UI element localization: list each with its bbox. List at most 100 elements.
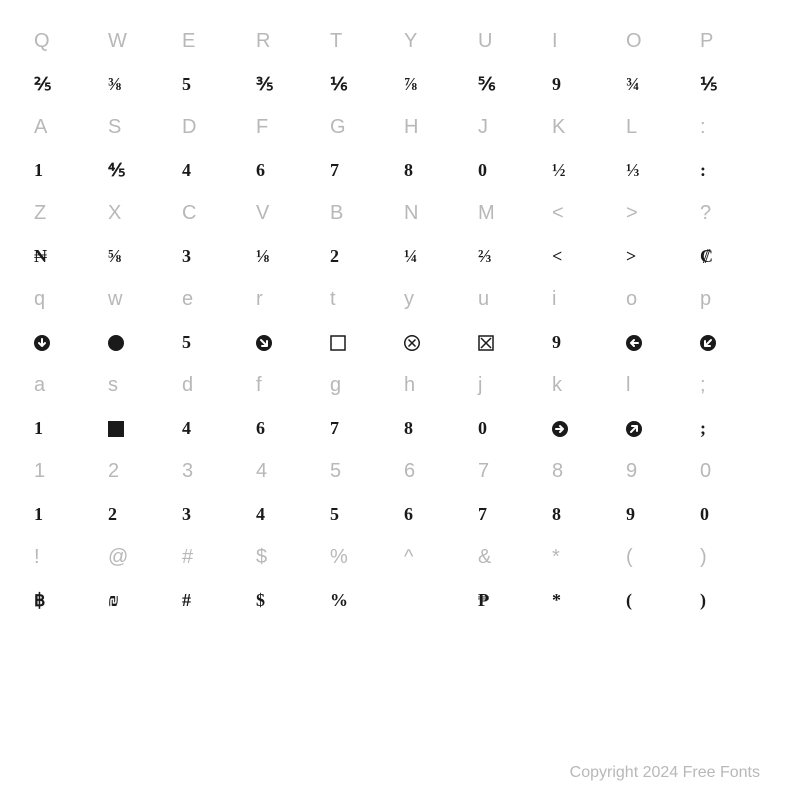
- key-label: <: [548, 192, 622, 235]
- glyph-cell: 0: [696, 493, 770, 536]
- glyph-cell: ½: [548, 149, 622, 192]
- key-label: ): [696, 536, 770, 579]
- glyph-cell: ⅖: [30, 63, 104, 106]
- glyph-cell: 9: [548, 63, 622, 106]
- glyph-cell: ¼: [400, 235, 474, 278]
- key-label: 7: [474, 450, 548, 493]
- glyph-cell: ⅞: [400, 63, 474, 106]
- key-label: a: [30, 364, 104, 407]
- key-label: r: [252, 278, 326, 321]
- key-label: l: [622, 364, 696, 407]
- key-label: J: [474, 106, 548, 149]
- glyph-cell: ₡: [696, 235, 770, 278]
- key-label: A: [30, 106, 104, 149]
- glyph-cell: 4: [252, 493, 326, 536]
- key-label: e: [178, 278, 252, 321]
- glyph-cell: 2: [326, 235, 400, 278]
- key-label: E: [178, 20, 252, 63]
- key-label: O: [622, 20, 696, 63]
- glyph-cell: 7: [474, 493, 548, 536]
- downright-icon: [252, 321, 326, 364]
- glyph-cell: 8: [400, 407, 474, 450]
- key-label: %: [326, 536, 400, 579]
- key-label: C: [178, 192, 252, 235]
- left-icon: [622, 321, 696, 364]
- key-label: 5: [326, 450, 400, 493]
- glyph-cell: ₦: [30, 235, 104, 278]
- key-label: $: [252, 536, 326, 579]
- glyph-cell: (: [622, 579, 696, 622]
- key-label: f: [252, 364, 326, 407]
- key-label: #: [178, 536, 252, 579]
- glyph-cell: ¾: [622, 63, 696, 106]
- glyph-cell: ⅗: [252, 63, 326, 106]
- glyph-cell: 1: [30, 149, 104, 192]
- glyph-cell: [400, 579, 474, 622]
- key-label: p: [696, 278, 770, 321]
- key-label: G: [326, 106, 400, 149]
- square-outline-icon: [326, 321, 400, 364]
- key-label: &: [474, 536, 548, 579]
- key-label: M: [474, 192, 548, 235]
- glyph-cell: 5: [326, 493, 400, 536]
- glyph-cell: 3: [178, 493, 252, 536]
- circle-x-icon: [400, 321, 474, 364]
- glyph-cell: 4: [178, 149, 252, 192]
- key-label: i: [548, 278, 622, 321]
- key-label: *: [548, 536, 622, 579]
- key-label: 3: [178, 450, 252, 493]
- key-label: U: [474, 20, 548, 63]
- glyph-cell: 3: [178, 235, 252, 278]
- key-label: T: [326, 20, 400, 63]
- upright-icon: [622, 407, 696, 450]
- glyph-cell: 9: [548, 321, 622, 364]
- key-label: g: [326, 364, 400, 407]
- glyph-cell: ⅛: [252, 235, 326, 278]
- glyph-cell: ⅓: [622, 149, 696, 192]
- glyph-cell: 1: [30, 407, 104, 450]
- key-label: L: [622, 106, 696, 149]
- square-x-icon: [474, 321, 548, 364]
- glyph-cell: 7: [326, 149, 400, 192]
- down-icon: [30, 321, 104, 364]
- glyph-cell: ⅜: [104, 63, 178, 106]
- key-label: u: [474, 278, 548, 321]
- key-label: 6: [400, 450, 474, 493]
- key-label: q: [30, 278, 104, 321]
- glyph-cell: 2: [104, 493, 178, 536]
- glyph-cell: ⅕: [696, 63, 770, 106]
- key-label: 1: [30, 450, 104, 493]
- square-fill-icon: [104, 407, 178, 450]
- key-label: t: [326, 278, 400, 321]
- key-label: ^: [400, 536, 474, 579]
- glyph-cell: ⅝: [104, 235, 178, 278]
- key-label: ;: [696, 364, 770, 407]
- key-label: @: [104, 536, 178, 579]
- glyph-cell: 6: [400, 493, 474, 536]
- glyph-cell: 4: [178, 407, 252, 450]
- key-label: X: [104, 192, 178, 235]
- glyph-cell: 8: [548, 493, 622, 536]
- key-label: N: [400, 192, 474, 235]
- key-label: 0: [696, 450, 770, 493]
- key-label: B: [326, 192, 400, 235]
- key-label: R: [252, 20, 326, 63]
- key-label: K: [548, 106, 622, 149]
- key-label: o: [622, 278, 696, 321]
- key-label: (: [622, 536, 696, 579]
- key-label: !: [30, 536, 104, 579]
- key-label: s: [104, 364, 178, 407]
- downleft-icon: [696, 321, 770, 364]
- key-label: k: [548, 364, 622, 407]
- key-label: 4: [252, 450, 326, 493]
- key-label: Z: [30, 192, 104, 235]
- key-label: Q: [30, 20, 104, 63]
- glyph-cell: ⅘: [104, 149, 178, 192]
- character-map-grid: QWERTYUIOP⅖⅜5⅗⅙⅞⅚9¾⅕ASDFGHJKL:1⅘46780½⅓:…: [30, 20, 770, 622]
- key-label: h: [400, 364, 474, 407]
- glyph-cell: 9: [622, 493, 696, 536]
- glyph-cell: 1: [30, 493, 104, 536]
- glyph-cell: ): [696, 579, 770, 622]
- key-label: V: [252, 192, 326, 235]
- key-label: >: [622, 192, 696, 235]
